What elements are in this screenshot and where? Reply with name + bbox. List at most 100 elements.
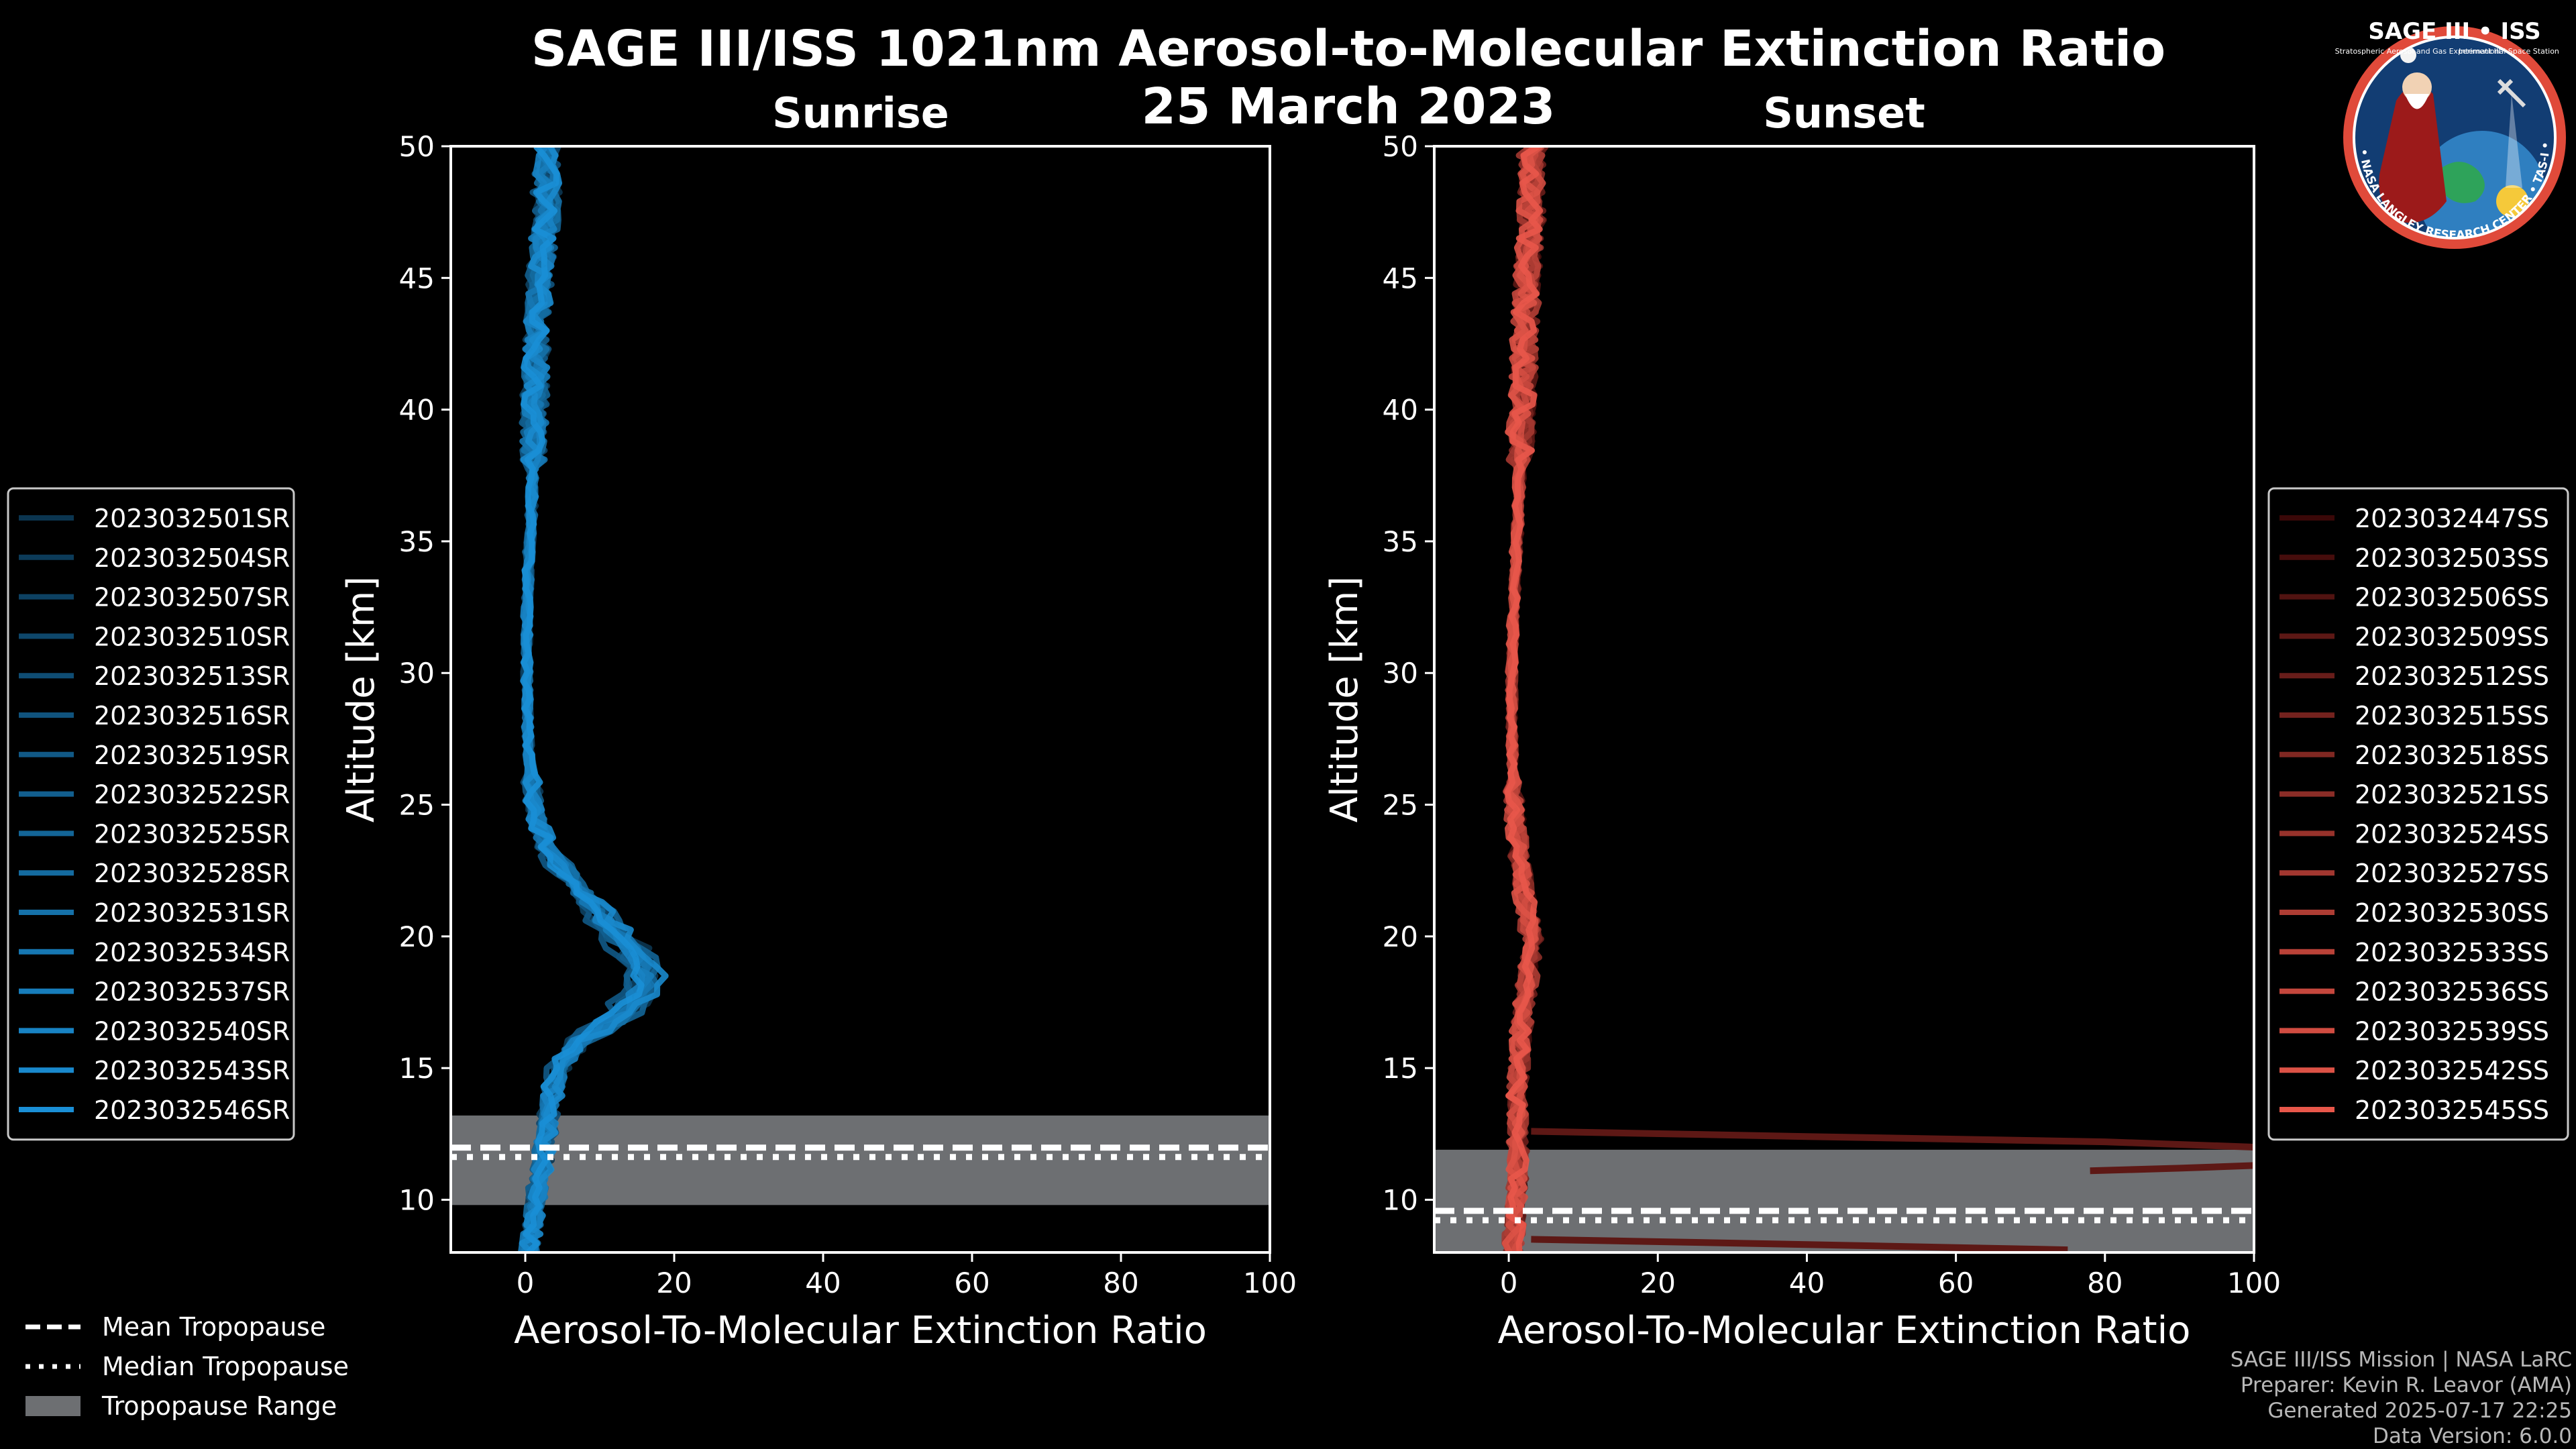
sunset-xtick-label-0: 0 [1500, 1267, 1518, 1299]
sunrise-xtick-label-60: 60 [954, 1267, 989, 1299]
sunrise-ytick-label-40: 40 [399, 394, 435, 427]
sunset-ytick-label-25: 25 [1383, 789, 1418, 822]
sunrise-y-axis-label: Altitude [km] [339, 576, 383, 822]
logo-title: SAGE III • ISS [2368, 18, 2540, 45]
legend-label-2023032512SS: 2023032512SS [2355, 661, 2549, 691]
sunset-xtick-label-20: 20 [1640, 1267, 1676, 1299]
sunrise-x-axis-label: Aerosol-To-Molecular Extinction Ratio [514, 1309, 1207, 1352]
tropopause-legend: Mean Tropopause Median Tropopause Tropop… [25, 1312, 349, 1421]
sunset-ytick-label-20: 20 [1383, 920, 1418, 953]
sunset-panel-title: Sunset [1763, 89, 1925, 138]
astronomer-robe-icon [2379, 85, 2447, 223]
logo-station-name: International Space Station [2459, 47, 2559, 56]
legend-label-2023032546SR: 2023032546SR [94, 1095, 290, 1125]
credit-line-preparer: Preparer: Kevin R. Leavor (AMA) [2241, 1373, 2572, 1397]
sunrise-ytick-label-50: 50 [399, 130, 435, 163]
sunrise-ytick-label-35: 35 [399, 525, 435, 558]
sunset-ytick-label-15: 15 [1383, 1052, 1418, 1085]
credit-line-version: Data Version: 6.0.0 [2373, 1424, 2572, 1448]
sunset-ytick-label-10: 10 [1383, 1183, 1418, 1216]
sunset-panel: Sunset 0 20 40 60 80 100 10 15 20 25 30 35 40 45 50 Aero… [1323, 89, 2281, 1352]
sun-icon [2496, 185, 2528, 217]
legend-label-2023032518SS: 2023032518SS [2355, 741, 2549, 770]
legend-label-2023032534SR: 2023032534SR [94, 938, 290, 967]
legend-label-2023032509SS: 2023032509SS [2355, 622, 2549, 651]
credit-line-mission: SAGE III/ISS Mission | NASA LaRC [2231, 1348, 2572, 1372]
legend-label-2023032507SR: 2023032507SR [94, 583, 290, 612]
legend-label-2023032531SR: 2023032531SR [94, 898, 290, 928]
sunrise-xtick-label-0: 0 [517, 1267, 535, 1299]
sunset-ytick-label-30: 30 [1383, 657, 1418, 690]
sunrise-legend: 2023032501SR 2023032504SR 2023032507SR 2023… [7, 487, 295, 1141]
legend-label-2023032527SS: 2023032527SS [2355, 859, 2549, 888]
sunset-outlier-line-3 [1531, 1236, 2068, 1252]
tropopause-range-swatch [25, 1396, 80, 1416]
legend-label-2023032503SS: 2023032503SS [2355, 543, 2549, 573]
sunrise-ytick-label-25: 25 [399, 789, 435, 822]
median-tropopause-label: Median Tropopause [102, 1352, 349, 1381]
sunset-x-axis-label: Aerosol-To-Molecular Extinction Ratio [1498, 1309, 2191, 1352]
legend-label-2023032522SR: 2023032522SR [94, 780, 290, 810]
legend-label-2023032540SR: 2023032540SR [94, 1016, 290, 1046]
legend-label-2023032513SR: 2023032513SR [94, 661, 290, 691]
series-line-2023032545SS [1505, 146, 1544, 1252]
sunset-outlier-line-1 [1531, 1128, 2254, 1150]
sunset-axes-frame [1433, 145, 2255, 1254]
legend-label-2023032515SS: 2023032515SS [2355, 701, 2549, 731]
sunrise-ytick-label-20: 20 [399, 920, 435, 953]
legend-label-2023032510SR: 2023032510SR [94, 622, 290, 651]
sunset-ytick-label-45: 45 [1383, 262, 1418, 294]
legend-label-2023032519SR: 2023032519SR [94, 741, 290, 770]
sunrise-ytick-label-30: 30 [399, 657, 435, 690]
tropopause-range-label: Tropopause Range [101, 1391, 337, 1421]
legend-label-2023032543SR: 2023032543SR [94, 1056, 290, 1085]
sunset-xtick-label-80: 80 [2087, 1267, 2123, 1299]
sunset-ytick-label-35: 35 [1383, 525, 1418, 558]
sunrise-ytick-label-45: 45 [399, 262, 435, 294]
sunrise-tropopause-range [451, 1115, 1270, 1205]
continent-icon [2442, 162, 2485, 203]
sunrise-axes-frame [449, 145, 1271, 1254]
sunset-xtick-label-60: 60 [1938, 1267, 1974, 1299]
legend-label-2023032501SR: 2023032501SR [94, 504, 290, 533]
sunrise-panel-title: Sunrise [772, 89, 949, 138]
legend-label-2023032533SS: 2023032533SS [2355, 938, 2549, 967]
legend-label-2023032447SS: 2023032447SS [2355, 504, 2549, 533]
legend-label-2023032545SS: 2023032545SS [2355, 1095, 2549, 1125]
sunset-legend-box [2267, 487, 2569, 1141]
sunset-xtick-label-100: 100 [2227, 1267, 2281, 1299]
sunrise-ytick-label-10: 10 [399, 1183, 435, 1216]
credits-block: SAGE III/ISS Mission | NASA LaRC Prepare… [2231, 1348, 2572, 1448]
legend-label-2023032530SS: 2023032530SS [2355, 898, 2549, 928]
sunrise-xtick-label-100: 100 [1243, 1267, 1297, 1299]
sunset-plot-area [1434, 146, 2254, 1252]
main-subtitle-date: 25 March 2023 [1141, 78, 1555, 136]
astronomer-beard-icon [2405, 94, 2429, 109]
sunset-ytick-label-50: 50 [1383, 130, 1418, 163]
legend-label-2023032525SR: 2023032525SR [94, 819, 290, 849]
sunset-xtick-label-40: 40 [1789, 1267, 1825, 1299]
legend-label-2023032521SS: 2023032521SS [2355, 780, 2549, 810]
legend-label-2023032504SR: 2023032504SR [94, 543, 290, 573]
sunrise-legend-box [7, 487, 295, 1141]
legend-label-2023032506SS: 2023032506SS [2355, 583, 2549, 612]
occultation-beam-icon [2506, 94, 2522, 188]
sunset-ytick-label-40: 40 [1383, 394, 1418, 427]
legend-label-2023032528SR: 2023032528SR [94, 859, 290, 888]
legend-label-2023032524SS: 2023032524SS [2355, 819, 2549, 849]
sunrise-xtick-label-40: 40 [805, 1267, 841, 1299]
mean-tropopause-label: Mean Tropopause [102, 1312, 325, 1342]
sunrise-panel: Sunrise 0 20 40 60 80 100 10 15 20 25 30 35 40 45 50 Aer… [339, 89, 1297, 1352]
space-station-icon [2497, 78, 2526, 108]
sunset-y-axis-label: Altitude [km] [1323, 576, 1366, 822]
logo-experiment-name: Stratospheric Aerosol and Gas Experiment… [2335, 47, 2501, 56]
legend-label-2023032537SR: 2023032537SR [94, 977, 290, 1007]
sunrise-xtick-label-20: 20 [656, 1267, 692, 1299]
legend-label-2023032542SS: 2023032542SS [2355, 1056, 2549, 1085]
sunset-outlier-line-2 [2090, 1162, 2254, 1175]
legend-label-2023032539SS: 2023032539SS [2355, 1016, 2549, 1046]
series-line-2023032546SR [520, 146, 645, 1252]
sunrise-plot-area [451, 146, 1270, 1252]
credit-line-generated: Generated 2025-07-17 22:25 [2267, 1399, 2572, 1423]
